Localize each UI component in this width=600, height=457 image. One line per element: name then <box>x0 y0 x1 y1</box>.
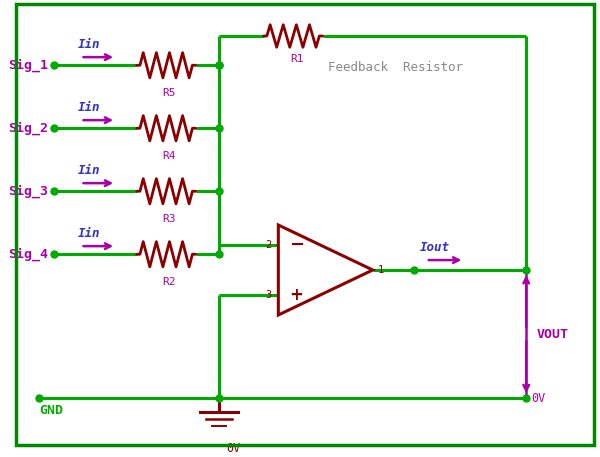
Text: GND: GND <box>39 404 63 417</box>
Text: R3: R3 <box>163 214 176 224</box>
Text: −: − <box>289 236 304 254</box>
Text: R1: R1 <box>290 54 304 64</box>
Text: Sig_4: Sig_4 <box>8 248 48 261</box>
Text: 2: 2 <box>265 240 271 250</box>
Text: Iout: Iout <box>420 241 450 254</box>
Text: Sig_1: Sig_1 <box>8 58 48 72</box>
Text: Feedback  Resistor: Feedback Resistor <box>328 61 463 74</box>
Text: 3: 3 <box>265 290 271 300</box>
Text: Sig_2: Sig_2 <box>8 122 48 135</box>
Text: Iin: Iin <box>78 101 101 114</box>
Text: R5: R5 <box>163 88 176 98</box>
Text: Sig_3: Sig_3 <box>8 185 48 198</box>
Text: R2: R2 <box>163 277 176 287</box>
Text: 1: 1 <box>377 265 384 275</box>
Text: 0V: 0V <box>226 442 241 455</box>
Text: +: + <box>289 286 303 304</box>
Text: Iin: Iin <box>78 38 101 51</box>
Text: Iin: Iin <box>78 164 101 177</box>
Text: 0V: 0V <box>531 392 545 405</box>
Text: Iin: Iin <box>78 227 101 240</box>
Text: R4: R4 <box>163 151 176 161</box>
Text: VOUT: VOUT <box>537 328 569 340</box>
